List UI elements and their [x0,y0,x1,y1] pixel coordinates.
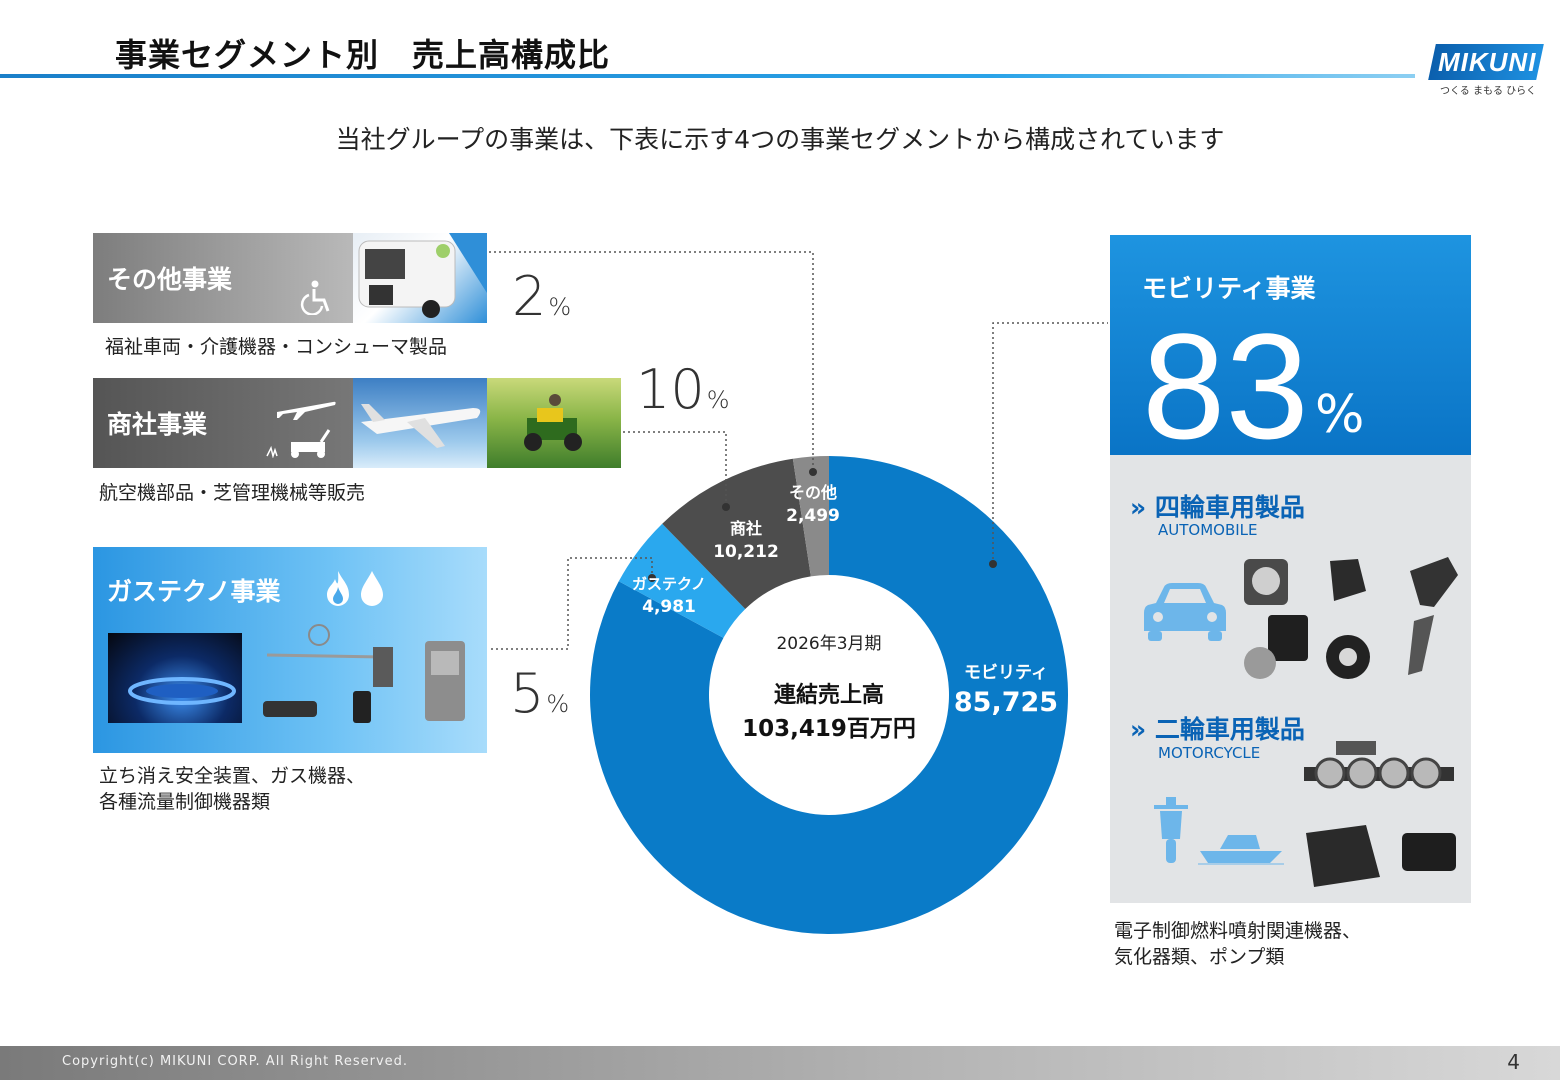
lawnmower-icon [266,429,331,458]
panel-mobility-label: モビリティ事業 [1142,274,1316,303]
pct-trading-value: 10 [636,358,705,421]
photo-welfare-vehicle [353,233,487,323]
panel-gas: ガステクノ事業 [93,547,487,753]
photo-gas-flame [108,633,242,723]
slice-value-1: 4,981 [642,597,696,617]
desc-gas-line2: 各種流量制御機器類 [99,791,271,813]
donut-slice-3 [792,456,829,577]
panel-other: その他事業 [93,233,353,323]
pct-other: 2% [512,265,571,328]
page-number: 4 [1507,1050,1520,1074]
panel-other-label: その他事業 [107,265,233,294]
desc-mobility-line2: 気化器類、ポンプ類 [1114,946,1285,968]
page-title: 事業セグメント別 売上高構成比 [115,36,611,74]
pct-gas: 5% [510,662,569,725]
desc-gas: 立ち消え安全装置、ガス機器、 各種流量制御機器類 [99,763,365,815]
donut-slice-0 [589,456,1068,934]
pct-trading-unit: % [706,386,730,414]
pct-other-unit: % [548,293,572,321]
airplane-icon [277,401,336,420]
motorcycle-products-image [1304,741,1456,887]
slice-label-3: その他 [789,483,837,502]
water-drop-icon [361,571,383,606]
slice-value-0: 85,725 [954,687,1058,718]
center-value: 103,419百万円 [742,716,916,742]
logo-text: MIKUNI [1438,47,1537,77]
leader-dot-mobility [989,560,997,568]
wheelchair-icon [300,280,330,315]
desc-mobility: 電子制御燃料噴射関連機器、 気化器類、ポンプ類 [1114,918,1361,970]
leader-dot-trading [722,503,730,511]
slice-label-1: ガステクノ [632,575,706,593]
pct-mobility-unit: % [1315,385,1365,445]
mobility-motorcycle-heading: » 二輪車用製品 [1130,715,1305,744]
title-rule [0,74,1415,78]
footer: Copyright(c) MIKUNI CORP. All Right Rese… [0,1046,1560,1080]
logo-tagline: つくる まもる ひらく [1440,86,1537,97]
mobility-automobile-en: AUTOMOBILE [1158,521,1258,539]
company-logo: MIKUNI つくる まもる ひらく [1428,44,1544,97]
leader-line-trading [622,431,727,506]
pct-gas-unit: % [546,690,570,718]
slice-value-3: 2,499 [786,506,840,526]
center-period: 2026年3月期 [776,634,881,654]
flame-icon [327,571,349,606]
desc-mobility-line1: 電子制御燃料噴射関連機器、 [1114,920,1362,942]
automobile-products-image [1244,557,1458,679]
pct-mobility-value: 83 [1142,302,1309,470]
desc-trading: 航空機部品・芝管理機械等販売 [99,482,366,504]
car-icon [1144,583,1226,641]
slice-label-0: モビリティ [964,663,1048,683]
mobility-motorcycle-en: MOTORCYCLE [1158,744,1261,762]
panel-mobility: モビリティ事業 83 % [1110,235,1471,461]
photo-airplane [353,378,487,468]
leader-dot-gas [648,574,656,582]
motorcycle-icon [1154,797,1188,863]
desc-gas-line1: 立ち消え安全装置、ガス機器、 [99,765,366,787]
slice-label-2: 商社 [730,519,762,538]
pct-gas-value: 5 [510,662,545,725]
mobility-automobile-heading: » 四輪車用製品 [1130,493,1305,522]
donut-slice-1 [618,523,746,638]
slice-value-2: 10,212 [713,542,779,562]
center-label: 連結売上高 [774,682,884,708]
leader-line-gas [488,557,653,650]
photo-lawn-mower [487,378,621,468]
panel-trading-label: 商社事業 [107,410,208,439]
pct-other-value: 2 [512,265,547,328]
leader-dot-other [809,468,817,476]
panel-gas-label: ガステクノ事業 [107,577,281,606]
gas-devices-image [263,624,465,723]
boat-icon [1198,835,1284,865]
panel-trading: 商社事業 [93,378,353,468]
leader-line-mobility [992,322,1108,564]
panel-mobility-products: » 四輪車用製品 AUTOMOBILE » 二輪車用製品 MOTORCYCLE [1110,455,1471,903]
footer-copyright: Copyright(c) MIKUNI CORP. All Right Rese… [62,1054,409,1069]
pct-trading: 10% [636,358,730,421]
desc-other: 福祉車両・介護機器・コンシューマ製品 [105,336,448,358]
donut-slice-2 [662,458,811,610]
subtitle: 当社グループの事業は、下表に示す4つの事業セグメントから構成されています [335,125,1225,154]
